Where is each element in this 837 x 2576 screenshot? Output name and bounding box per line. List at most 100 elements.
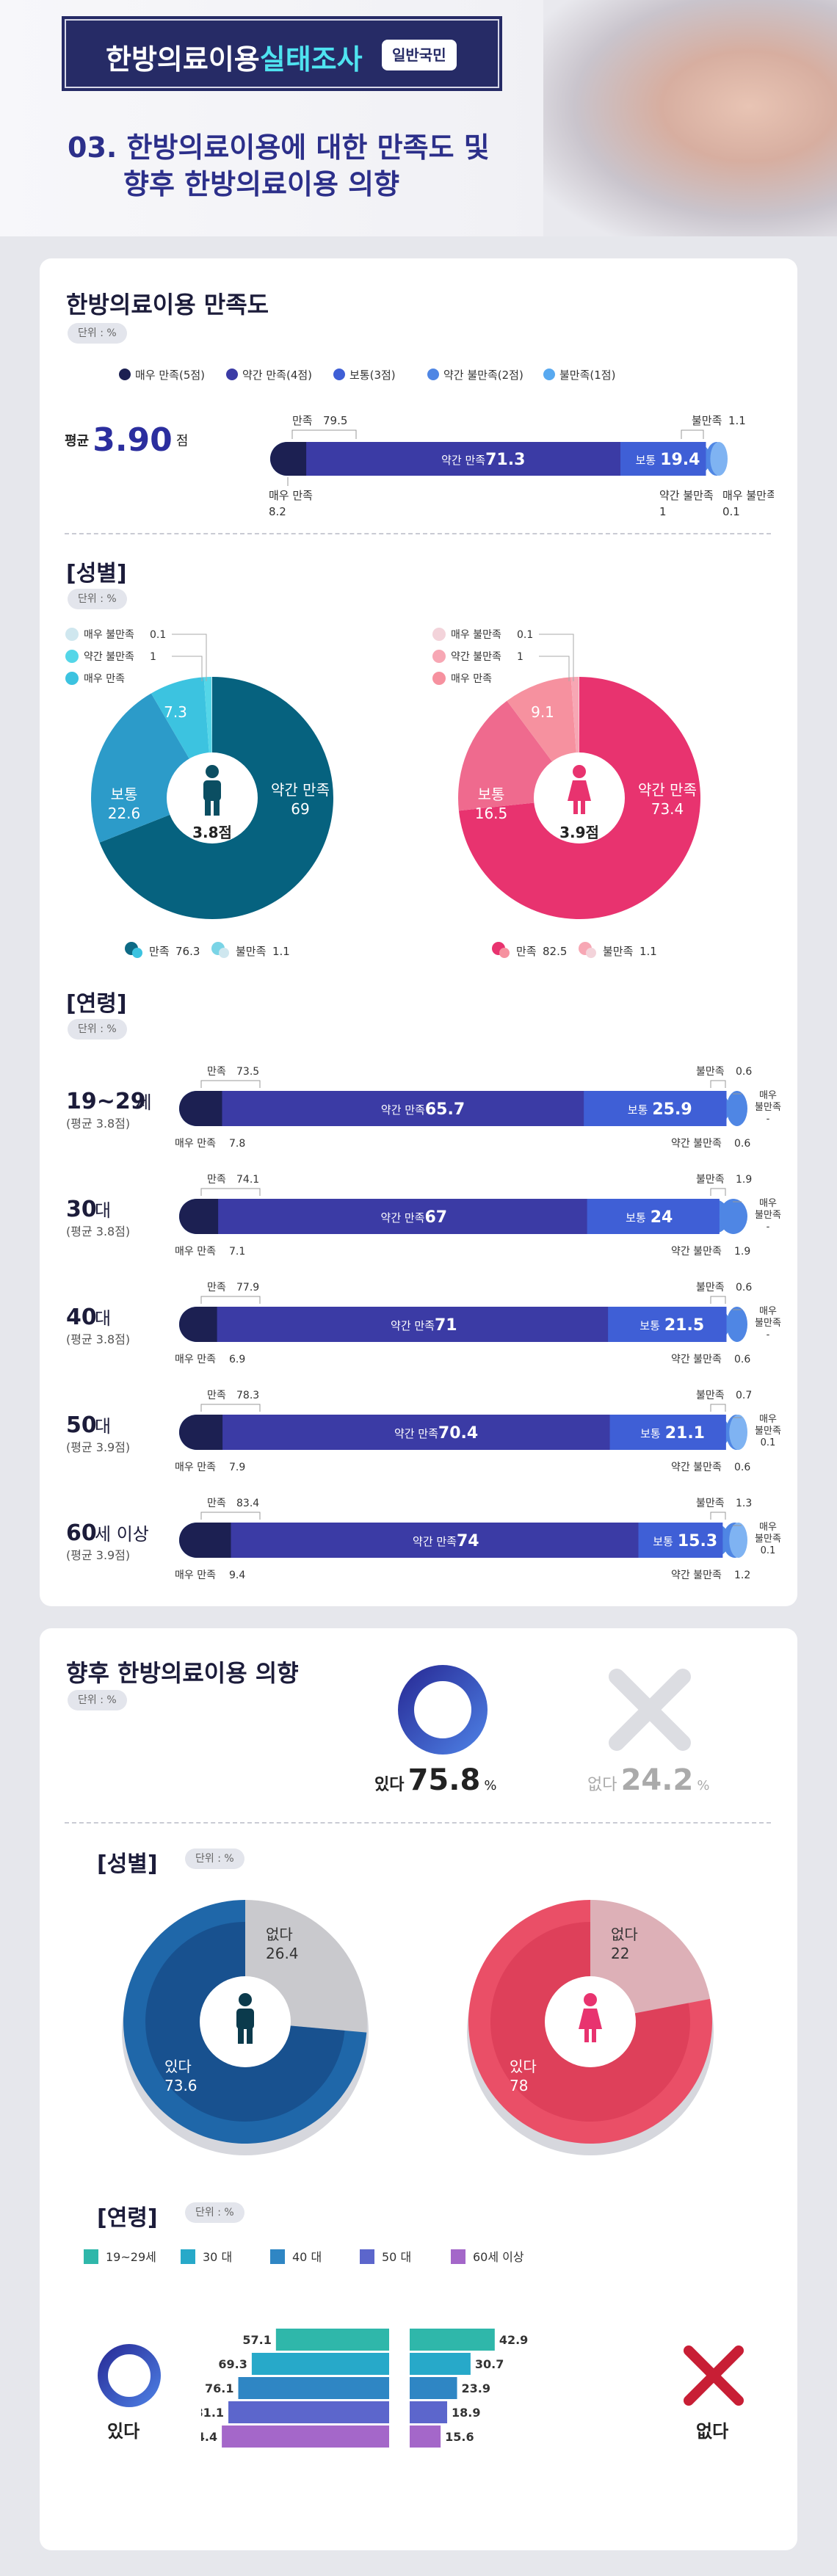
callout-label: 약간 불만족: [84, 651, 134, 663]
neutral-value: 19.4: [660, 451, 700, 469]
dissat-bracket: [710, 1512, 726, 1520]
very-dissat-label: 매우: [759, 1522, 777, 1533]
yes-value: 69.3: [218, 2357, 247, 2371]
normal-slice-value: 16.5: [475, 805, 508, 822]
age-category-label: 40: [66, 1305, 97, 1330]
legend-label: 19~29세: [106, 2250, 156, 2264]
legend-swatch: [451, 2249, 465, 2264]
neutral-value: 21.5: [664, 1316, 704, 1335]
total-sat-value: 76.3: [175, 945, 200, 958]
bar-neutral-segment: [609, 1415, 726, 1450]
no-x-small-icon: [684, 2345, 744, 2406]
bar-satisfied-segment: [231, 1523, 639, 1558]
dissat-bracket: [710, 1404, 726, 1412]
callout-dot: [432, 650, 446, 663]
age-category-suffix: 대: [95, 1416, 111, 1437]
sat-bracket: [291, 429, 357, 439]
legend-label: 50 대: [382, 2250, 411, 2264]
dissat-total-label: 불만족: [692, 414, 722, 427]
dissat-total-label: 불만족: [696, 1282, 725, 1294]
overall-stacked-bar: 약간 만족 71.3 보통 19.4 만족 79.5 불만족 1.1 매우 만족 8.2 약간 불…: [269, 414, 774, 518]
intent-male-pie: 없다 26.4 있다 73.6: [122, 1900, 369, 2155]
dissat-total-value: 1.1: [728, 414, 746, 427]
bar-neutral-segment: [620, 442, 706, 476]
very-sat-value: 7.1: [229, 1246, 245, 1258]
yes-value: 76.1: [205, 2381, 233, 2395]
age-category-label: 50: [66, 1412, 97, 1438]
male-leg-icon: [214, 799, 220, 816]
age-average-label: (평균 3.8점): [66, 1117, 130, 1131]
satisfaction-legend: 매우 만족(5점) 약간 만족(4점) 보통(3점) 약간 불만족(2점) 불만족(1점…: [119, 369, 615, 382]
age-category-suffix: 대: [95, 1200, 111, 1221]
neutral-value: 25.9: [652, 1100, 692, 1119]
callout-label: 매우 만족: [451, 673, 492, 685]
bar-neutral-segment: [584, 1091, 727, 1126]
age-title: [연령]: [66, 991, 127, 1017]
audience-tag: 일반국민: [382, 40, 457, 70]
yes-label: 있다: [164, 2058, 192, 2075]
average-score: 3.9점: [559, 824, 599, 841]
total-sat-dot: [132, 948, 142, 958]
legend-label: 매우 만족(5점): [135, 369, 205, 382]
subtitle-line2: 향후 한방의료이용 의향: [123, 168, 400, 200]
title-banner: 한방의료이용실태조사 일반국민: [62, 16, 502, 91]
male-leg-icon: [238, 2028, 244, 2044]
very-dissat-label: 불만족: [755, 1426, 781, 1437]
callout-dot: [432, 628, 446, 641]
female-leg-icon: [584, 2029, 589, 2042]
yes-bar: [275, 2329, 389, 2351]
bar-dissatisfied-segment: [726, 1307, 747, 1342]
age-yes-label: 있다: [107, 2421, 140, 2442]
total-sat-value: 82.5: [543, 945, 567, 958]
yes-bar: [238, 2377, 389, 2399]
dissat-total-value: 1.9: [736, 1174, 752, 1186]
legend-swatch: [84, 2249, 98, 2264]
sat-total-label: 만족: [292, 414, 313, 427]
sat-total-label: 만족: [207, 1282, 226, 1294]
yes-total-percent: %: [484, 1778, 497, 1793]
callout-dot: [65, 672, 79, 685]
very-dissat-label: 불만족: [755, 1102, 781, 1113]
total-dissat-label: 불만족: [236, 945, 267, 958]
sat-slice-label: 약간 만족: [638, 781, 697, 799]
unit-badge: 단위 : %: [185, 2202, 244, 2223]
male-leg-icon: [247, 2028, 253, 2044]
callout-label: 매우 만족: [84, 673, 125, 685]
callout-label: 약간 불만족: [451, 651, 501, 663]
callout-value: 0.1: [517, 629, 533, 641]
gender-title: [성별]: [66, 561, 127, 587]
bar-very-dissatisfied-segment: [710, 442, 728, 476]
total-sat-label: 만족: [149, 945, 170, 958]
legend-label: 약간 만족(4점): [242, 369, 312, 382]
male-body-icon: [236, 2009, 254, 2029]
title-main: 한방의료이용: [106, 43, 260, 76]
bar-satisfied-segment: [217, 1307, 609, 1342]
total-sat-dot: [499, 948, 510, 958]
sat-bracket: [200, 1080, 261, 1088]
intent-age-bars: 57.1 42.9 69.3 30.7 76.1 23.9 81.1 18.9 84.4 15.6: [201, 2329, 528, 2448]
very-sat-value: 9.4: [229, 1570, 245, 1581]
callout-line: [539, 634, 574, 681]
very-sat-label: 매우 만족: [175, 1246, 216, 1258]
total-dissat-dot: [586, 948, 596, 958]
satisfied-label: 약간 만족: [381, 1211, 425, 1224]
yes-total: 있다 75.8 %: [374, 1763, 496, 1797]
very-sat-slice-value: 7.3: [164, 703, 187, 721]
bar-neutral-segment: [587, 1199, 720, 1234]
yes-total-value: 75.8: [407, 1763, 481, 1797]
male-head-icon: [239, 1993, 252, 2006]
no-value: 22: [611, 1945, 629, 1962]
total-dissat-label: 불만족: [603, 945, 634, 958]
legend-dot: [119, 369, 131, 380]
callout-label: 매우 불만족: [84, 629, 134, 641]
sat-total-value: 78.3: [236, 1390, 259, 1401]
callout-dot: [432, 672, 446, 685]
very-dissat-label: 매우: [759, 1090, 777, 1101]
very-dissat-value: 0.1: [761, 1545, 776, 1556]
yes-total-label: 있다: [374, 1776, 405, 1794]
female-body-icon: [568, 780, 591, 801]
neutral-label: 보통: [626, 1211, 646, 1224]
satisfied-value: 71.3: [485, 451, 525, 469]
no-label: 없다: [611, 1926, 638, 1943]
age-category-label: 30: [66, 1197, 97, 1222]
